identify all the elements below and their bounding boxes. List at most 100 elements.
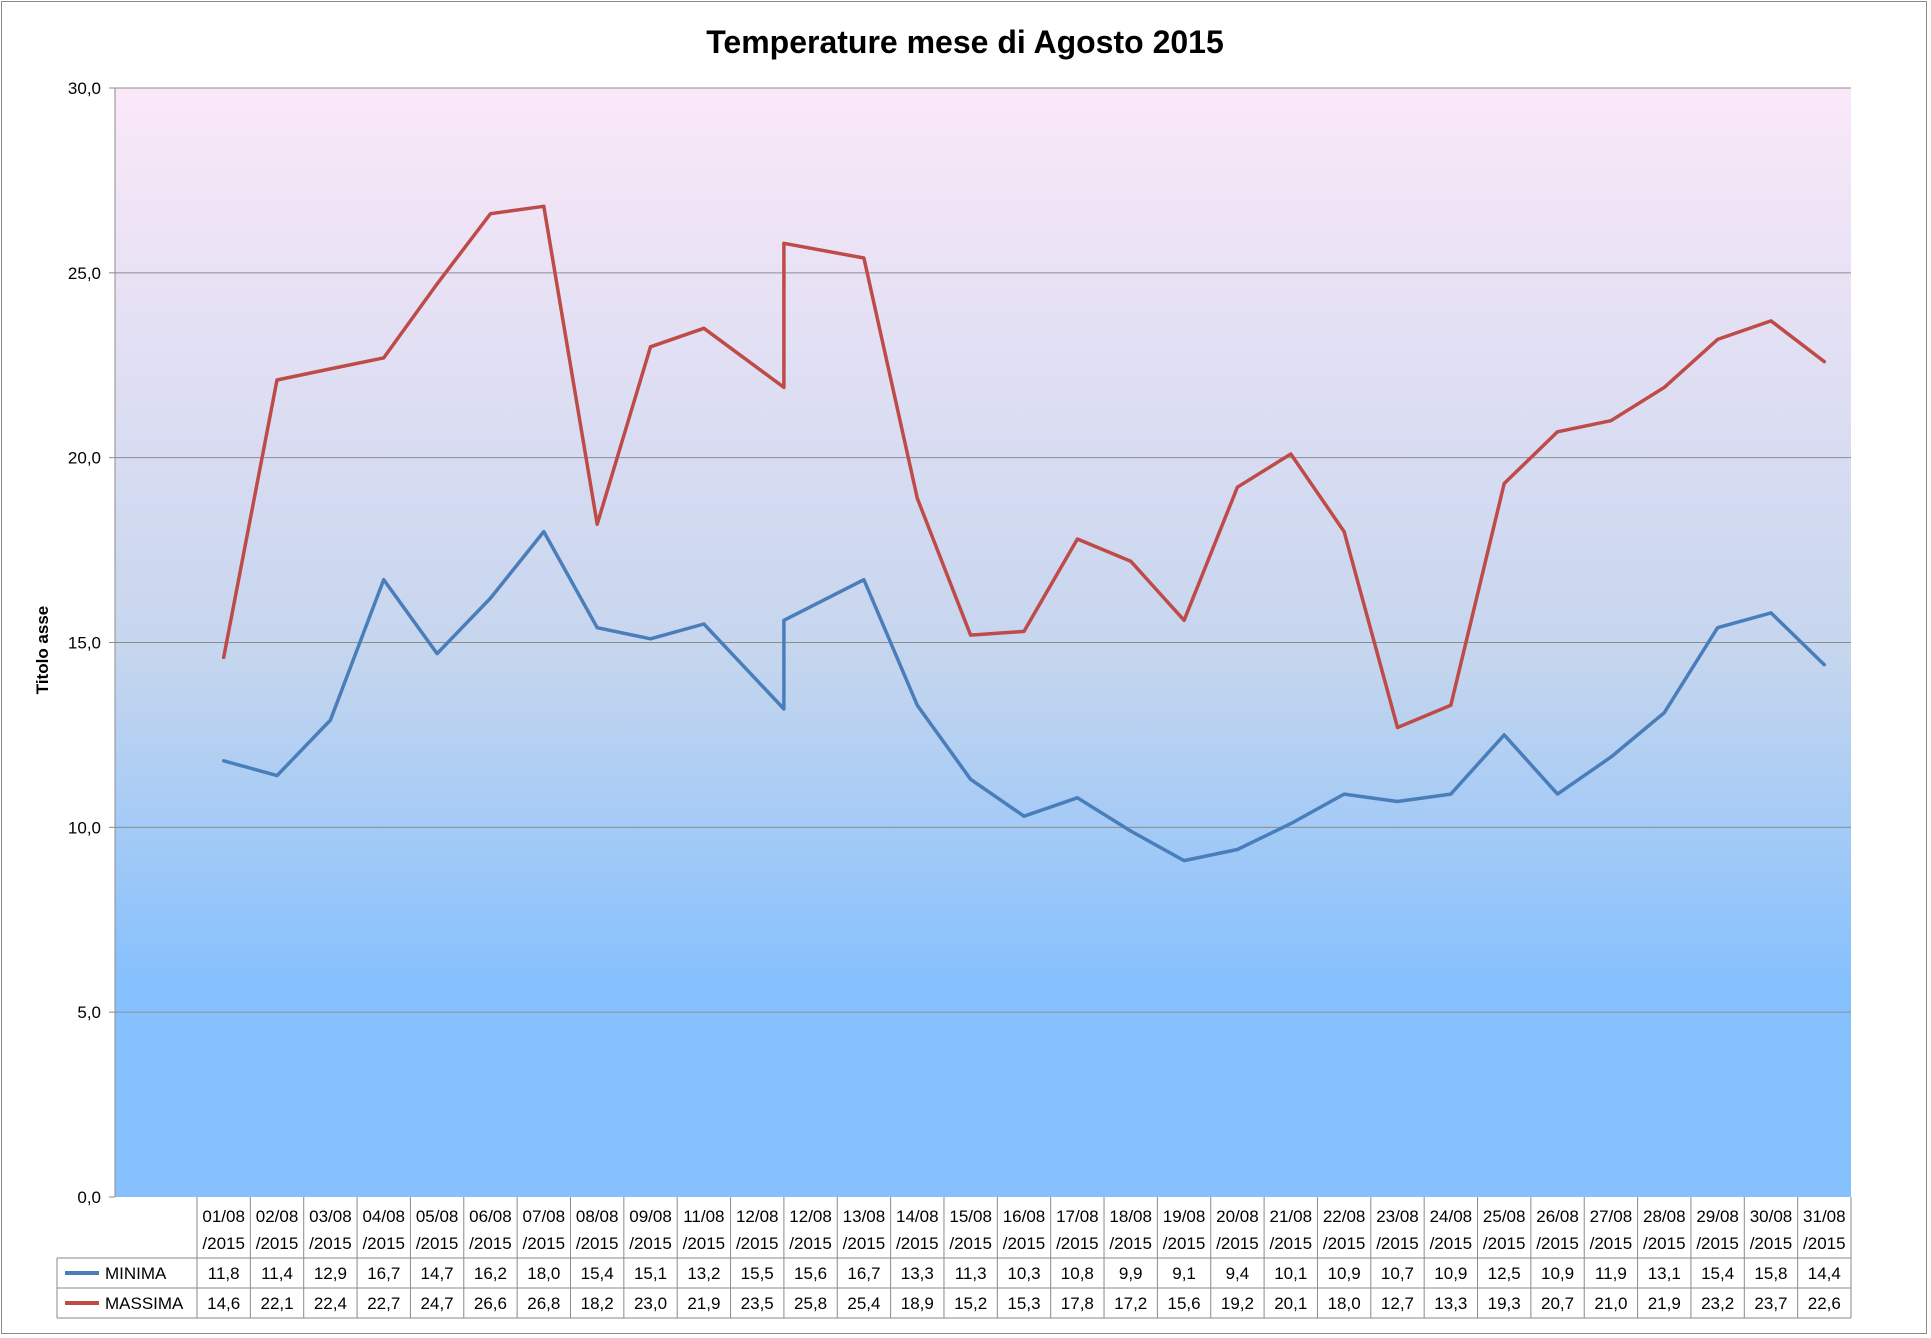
y-tick-label: 5,0: [77, 1003, 101, 1022]
x-category-label: 25/08: [1483, 1207, 1526, 1226]
data-label: 12,5: [1488, 1264, 1521, 1283]
x-category-label: 14/08: [896, 1207, 939, 1226]
data-label: 22,6: [1808, 1294, 1841, 1313]
data-label: 10,9: [1541, 1264, 1574, 1283]
x-category-label: 28/08: [1643, 1207, 1686, 1226]
chart-title: Temperature mese di Agosto 2015: [706, 24, 1224, 60]
x-category-label: 22/08: [1323, 1207, 1366, 1226]
data-label: 15,6: [1168, 1294, 1201, 1313]
data-label: 15,5: [741, 1264, 774, 1283]
x-category-label: /2015: [256, 1234, 299, 1253]
data-label: 11,9: [1595, 1264, 1627, 1283]
data-label: 22,4: [314, 1294, 347, 1313]
data-label: 12,7: [1381, 1294, 1414, 1313]
x-category-label: /2015: [1270, 1234, 1313, 1253]
data-label: 23,0: [634, 1294, 667, 1313]
x-category-label: 01/08: [202, 1207, 245, 1226]
x-category-label: 21/08: [1270, 1207, 1313, 1226]
data-label: 25,4: [847, 1294, 880, 1313]
x-category-label: /2015: [1483, 1234, 1526, 1253]
data-label: 19,3: [1488, 1294, 1521, 1313]
data-label: 13,3: [1434, 1294, 1467, 1313]
data-label: 16,7: [847, 1264, 880, 1283]
data-label: 14,7: [421, 1264, 454, 1283]
series-line-minima: [221, 529, 1827, 863]
x-category-label: /2015: [576, 1234, 619, 1253]
data-label: 26,8: [527, 1294, 560, 1313]
x-category-label: /2015: [1590, 1234, 1633, 1253]
x-category-label: 18/08: [1109, 1207, 1152, 1226]
data-label: 10,9: [1434, 1264, 1467, 1283]
data-label: 10,8: [1061, 1264, 1094, 1283]
legend-label-minima: MINIMA: [105, 1264, 167, 1283]
data-label: 15,1: [634, 1264, 667, 1283]
x-category-label: 19/08: [1163, 1207, 1206, 1226]
x-category-label: 26/08: [1536, 1207, 1579, 1226]
x-category-label: 24/08: [1430, 1207, 1473, 1226]
x-category-label: 04/08: [362, 1207, 405, 1226]
data-label: 10,9: [1328, 1264, 1361, 1283]
y-tick-label: 30,0: [68, 79, 101, 98]
series-line-massima: [221, 204, 1827, 730]
data-label: 17,2: [1114, 1294, 1147, 1313]
data-label: 15,4: [581, 1264, 614, 1283]
y-axis-label: Titolo asse: [33, 606, 52, 695]
data-label: 12,9: [314, 1264, 347, 1283]
x-category-label: /2015: [896, 1234, 939, 1253]
x-category-label: 29/08: [1696, 1207, 1739, 1226]
x-category-label: 07/08: [523, 1207, 566, 1226]
x-category-label: /2015: [469, 1234, 512, 1253]
x-category-label: /2015: [362, 1234, 405, 1253]
data-label: 16,2: [474, 1264, 507, 1283]
x-category-label: 11/08: [683, 1207, 724, 1226]
data-label: 13,2: [687, 1264, 720, 1283]
data-label: 21,9: [1648, 1294, 1681, 1313]
data-label: 18,2: [581, 1294, 614, 1313]
x-category-label: /2015: [1003, 1234, 1046, 1253]
y-tick-label: 15,0: [68, 634, 101, 653]
x-category-label: 17/08: [1056, 1207, 1099, 1226]
data-label: 22,7: [367, 1294, 400, 1313]
x-category-label: /2015: [629, 1234, 672, 1253]
data-label: 13,3: [901, 1264, 934, 1283]
x-category-label: /2015: [202, 1234, 245, 1253]
data-label: 24,7: [421, 1294, 454, 1313]
data-label: 20,1: [1274, 1294, 1307, 1313]
x-category-label: /2015: [1376, 1234, 1419, 1253]
data-label: 22,1: [260, 1294, 293, 1313]
x-category-label: /2015: [789, 1234, 832, 1253]
data-label: 14,6: [207, 1294, 240, 1313]
x-category-label: /2015: [1643, 1234, 1686, 1253]
x-category-label: /2015: [416, 1234, 459, 1253]
data-label: 18,0: [1328, 1294, 1361, 1313]
x-category-label: /2015: [949, 1234, 992, 1253]
data-label: 11,3: [955, 1264, 987, 1283]
x-category-label: 12/08: [736, 1207, 779, 1226]
data-label: 15,3: [1007, 1294, 1040, 1313]
x-category-label: 08/08: [576, 1207, 619, 1226]
x-category-label: /2015: [1536, 1234, 1579, 1253]
data-label: 11,4: [261, 1264, 293, 1283]
x-category-label: 05/08: [416, 1207, 459, 1226]
x-category-label: /2015: [1696, 1234, 1739, 1253]
x-category-label: /2015: [736, 1234, 779, 1253]
x-category-label: /2015: [1323, 1234, 1366, 1253]
x-category-label: /2015: [1803, 1234, 1846, 1253]
x-category-label: /2015: [1216, 1234, 1259, 1253]
data-label: 14,4: [1808, 1264, 1841, 1283]
data-label: 9,1: [1172, 1264, 1196, 1283]
x-category-label: 27/08: [1590, 1207, 1633, 1226]
data-label: 21,9: [687, 1294, 720, 1313]
x-category-label: /2015: [1109, 1234, 1152, 1253]
x-category-label: 31/08: [1803, 1207, 1846, 1226]
x-category-label: 16/08: [1003, 1207, 1046, 1226]
data-table: 01/08/2015 02/08/2015 03/08/2015 04/08/2015…: [56, 1197, 1852, 1319]
data-label: 10,7: [1381, 1264, 1414, 1283]
legend-label-massima: MASSIMA: [105, 1294, 184, 1313]
data-label: 20,7: [1541, 1294, 1574, 1313]
x-category-label: 02/08: [256, 1207, 299, 1226]
data-label: 21,0: [1594, 1294, 1627, 1313]
data-label: 13,1: [1648, 1264, 1681, 1283]
